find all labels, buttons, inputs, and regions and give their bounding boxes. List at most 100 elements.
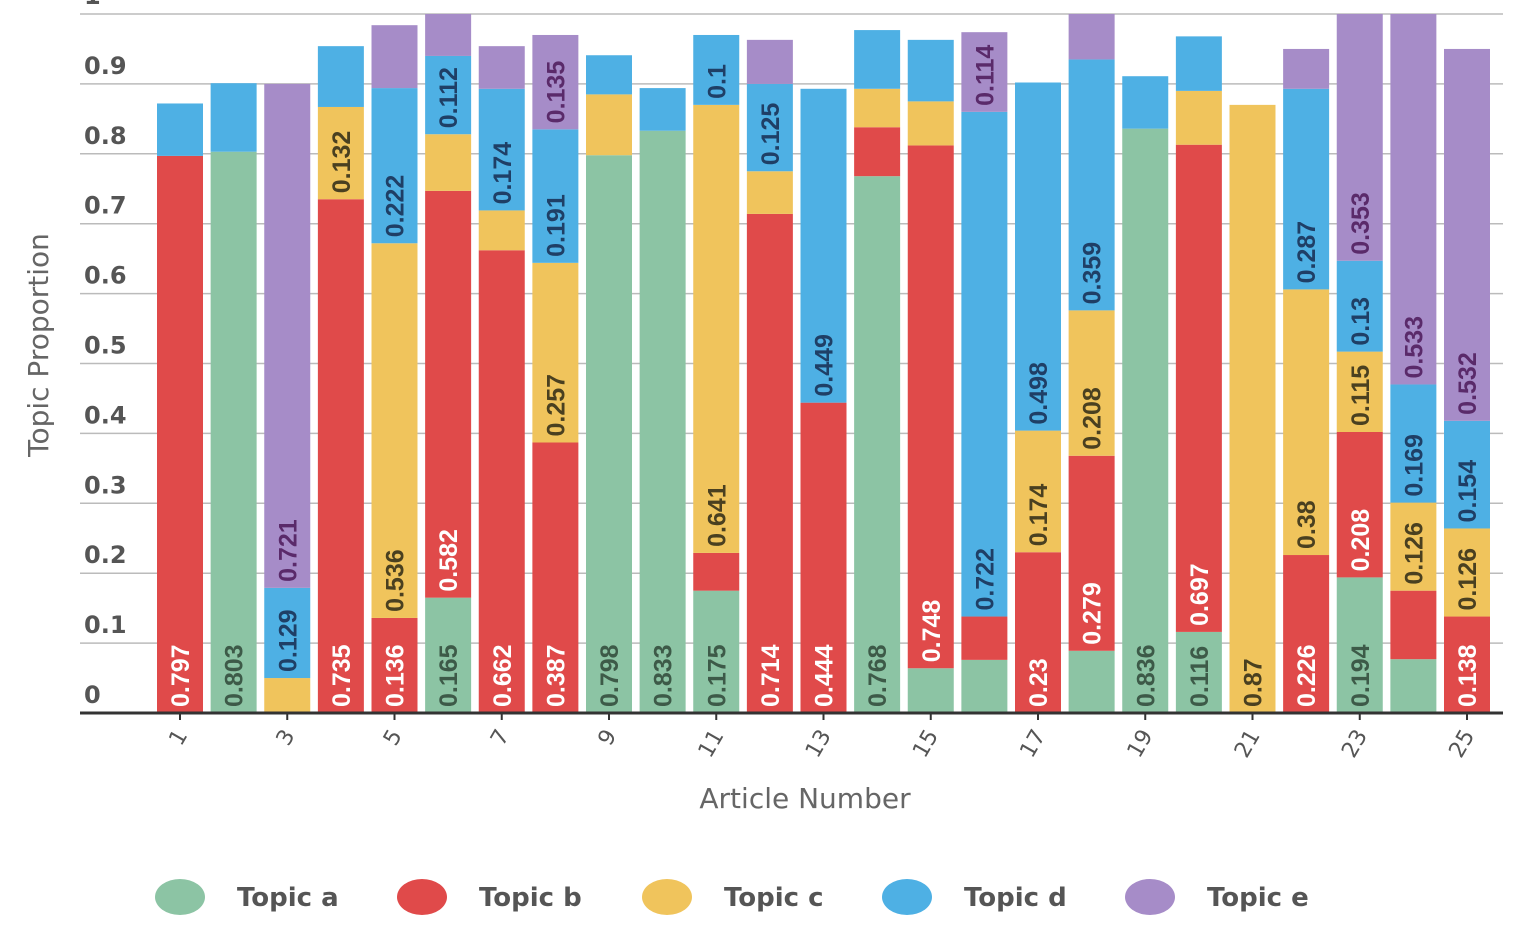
data-label: 0.641 bbox=[703, 484, 731, 547]
legend-marker-icon bbox=[155, 879, 205, 915]
bar-segment-topic-d bbox=[746, 83, 793, 172]
bar-segment-topic-c bbox=[1068, 310, 1115, 456]
bar-segment-topic-d bbox=[1390, 384, 1437, 503]
bar-segment-topic-c bbox=[532, 262, 579, 443]
x-axis-title: Article Number bbox=[699, 782, 911, 815]
data-label: 0.735 bbox=[328, 644, 356, 707]
data-label: 0.174 bbox=[489, 142, 517, 205]
data-label: 0.279 bbox=[1079, 582, 1107, 645]
data-label: 0.169 bbox=[1400, 434, 1428, 497]
bar-segment-topic-c bbox=[478, 210, 525, 251]
data-label: 0.798 bbox=[596, 644, 624, 707]
legend-item-topic-d[interactable]: Topic d bbox=[882, 879, 1067, 915]
bar-segment-topic-e bbox=[961, 32, 1008, 112]
data-label: 0.194 bbox=[1347, 644, 1375, 707]
x-tick-label: 21 bbox=[1230, 726, 1266, 763]
legend-item-topic-e[interactable]: Topic e bbox=[1125, 879, 1309, 915]
bar-article-17: 0.23 0.174 0.498 bbox=[1015, 82, 1061, 713]
data-label: 0.87 bbox=[1240, 658, 1268, 707]
data-label: 0.135 bbox=[542, 61, 570, 124]
x-tick-label: 19 bbox=[1123, 726, 1159, 763]
bar-segment-topic-e bbox=[1336, 14, 1383, 261]
bar-segment-topic-e bbox=[478, 46, 525, 89]
data-label: 0.38 bbox=[1293, 500, 1321, 549]
x-tick-label: 17 bbox=[1016, 726, 1052, 763]
data-label: 0.714 bbox=[757, 644, 785, 707]
data-label: 0.768 bbox=[864, 644, 892, 707]
legend-label: Topic c bbox=[724, 883, 824, 913]
bar-segment-topic-e bbox=[1068, 14, 1115, 60]
x-tick-label: 15 bbox=[908, 726, 944, 763]
data-label: 0.582 bbox=[435, 529, 463, 592]
legend-marker-icon bbox=[642, 879, 692, 915]
bar-segment-topic-d bbox=[1015, 82, 1061, 431]
bar-article-21: 0.87 bbox=[1229, 104, 1276, 714]
data-label: 0.536 bbox=[382, 549, 410, 612]
data-label: 0.1 bbox=[703, 64, 731, 99]
bar-segment-topic-a bbox=[1390, 659, 1437, 713]
bar-segment-topic-b bbox=[1068, 455, 1115, 651]
legend-label: Topic b bbox=[479, 883, 582, 913]
bar-segment-topic-b bbox=[1283, 555, 1330, 713]
x-tick-label: 1 bbox=[165, 726, 194, 751]
y-tick-label: 0.8 bbox=[84, 122, 127, 150]
bar-segment-topic-c bbox=[1015, 430, 1061, 553]
bar-segment-topic-b bbox=[1015, 552, 1061, 713]
legend-marker-icon bbox=[1125, 879, 1175, 915]
bar-segment-topic-e bbox=[371, 25, 418, 89]
bar-segment-topic-a bbox=[639, 130, 686, 713]
bar-article-3: 0.129 0.721 bbox=[264, 83, 311, 713]
bar-article-8: 0.387 0.257 0.191 0.135 bbox=[532, 34, 579, 713]
data-label: 0.136 bbox=[382, 644, 410, 707]
bar-segment-topic-d bbox=[317, 46, 364, 107]
bar-segment-topic-d bbox=[371, 88, 418, 244]
legend-item-topic-b[interactable]: Topic b bbox=[397, 879, 582, 915]
data-label: 0.208 bbox=[1347, 509, 1375, 572]
bar-article-15: 0.748 bbox=[907, 39, 954, 713]
bar-segment-topic-d bbox=[1122, 76, 1169, 129]
bar-article-24: 0.126 0.169 0.533 bbox=[1390, 14, 1437, 713]
bar-segment-topic-b bbox=[478, 250, 525, 713]
bar-segment-topic-e bbox=[264, 83, 311, 588]
bar-segment-topic-c bbox=[371, 243, 418, 618]
y-axis-title: Topic Proportion bbox=[22, 233, 55, 458]
data-label: 0.359 bbox=[1079, 242, 1107, 305]
bar-segment-topic-a bbox=[1336, 577, 1383, 713]
bar-segment-topic-b bbox=[961, 616, 1008, 660]
bar-article-6: 0.165 0.582 0.112 bbox=[425, 14, 472, 713]
legend-item-topic-c[interactable]: Topic c bbox=[642, 879, 824, 915]
data-label: 0.226 bbox=[1293, 644, 1321, 707]
data-label: 0.353 bbox=[1347, 192, 1375, 255]
legend-label: Topic e bbox=[1207, 883, 1309, 913]
bar-article-13: 0.444 0.449 bbox=[800, 88, 847, 713]
bar-segment-topic-d bbox=[1283, 88, 1330, 290]
legend-item-topic-a[interactable]: Topic a bbox=[155, 879, 339, 915]
bar-segment-topic-d bbox=[1336, 260, 1383, 352]
bar-segment-topic-b bbox=[1175, 144, 1222, 632]
bar-segment-topic-c bbox=[1336, 351, 1383, 433]
bar-article-10: 0.833 bbox=[639, 88, 686, 713]
x-tick-label: 11 bbox=[694, 726, 730, 763]
bar-article-7: 0.662 0.174 bbox=[478, 46, 525, 713]
y-tick-label: 0.4 bbox=[84, 401, 127, 429]
x-axis-ticks: 1 3 5 7 9 11 13 15 17 19 21 23 25 bbox=[165, 713, 1480, 763]
bar-article-20: 0.116 0.697 bbox=[1175, 36, 1222, 713]
data-label: 0.116 bbox=[1186, 646, 1214, 707]
bar-segment-topic-a bbox=[961, 659, 1008, 713]
bar-article-23: 0.194 0.208 0.115 0.13 0.353 bbox=[1336, 14, 1383, 713]
data-label: 0.797 bbox=[167, 644, 195, 707]
bar-segment-topic-d bbox=[693, 34, 740, 105]
y-tick-label: 0.1 bbox=[84, 611, 127, 639]
bar-article-1: 0.797 bbox=[157, 103, 203, 714]
data-label: 0.138 bbox=[1454, 644, 1482, 707]
bar-segment-topic-b bbox=[371, 617, 418, 713]
bar-article-19: 0.836 bbox=[1122, 76, 1169, 714]
x-tick-label: 3 bbox=[272, 726, 301, 751]
data-label: 0.175 bbox=[703, 644, 731, 707]
data-label: 0.532 bbox=[1454, 352, 1482, 415]
bar-segment-topic-e bbox=[1283, 48, 1330, 89]
y-tick-label: 0.2 bbox=[84, 541, 127, 569]
bar-article-11: 0.175 0.641 0.1 bbox=[693, 34, 740, 713]
data-label: 0.803 bbox=[221, 644, 249, 707]
